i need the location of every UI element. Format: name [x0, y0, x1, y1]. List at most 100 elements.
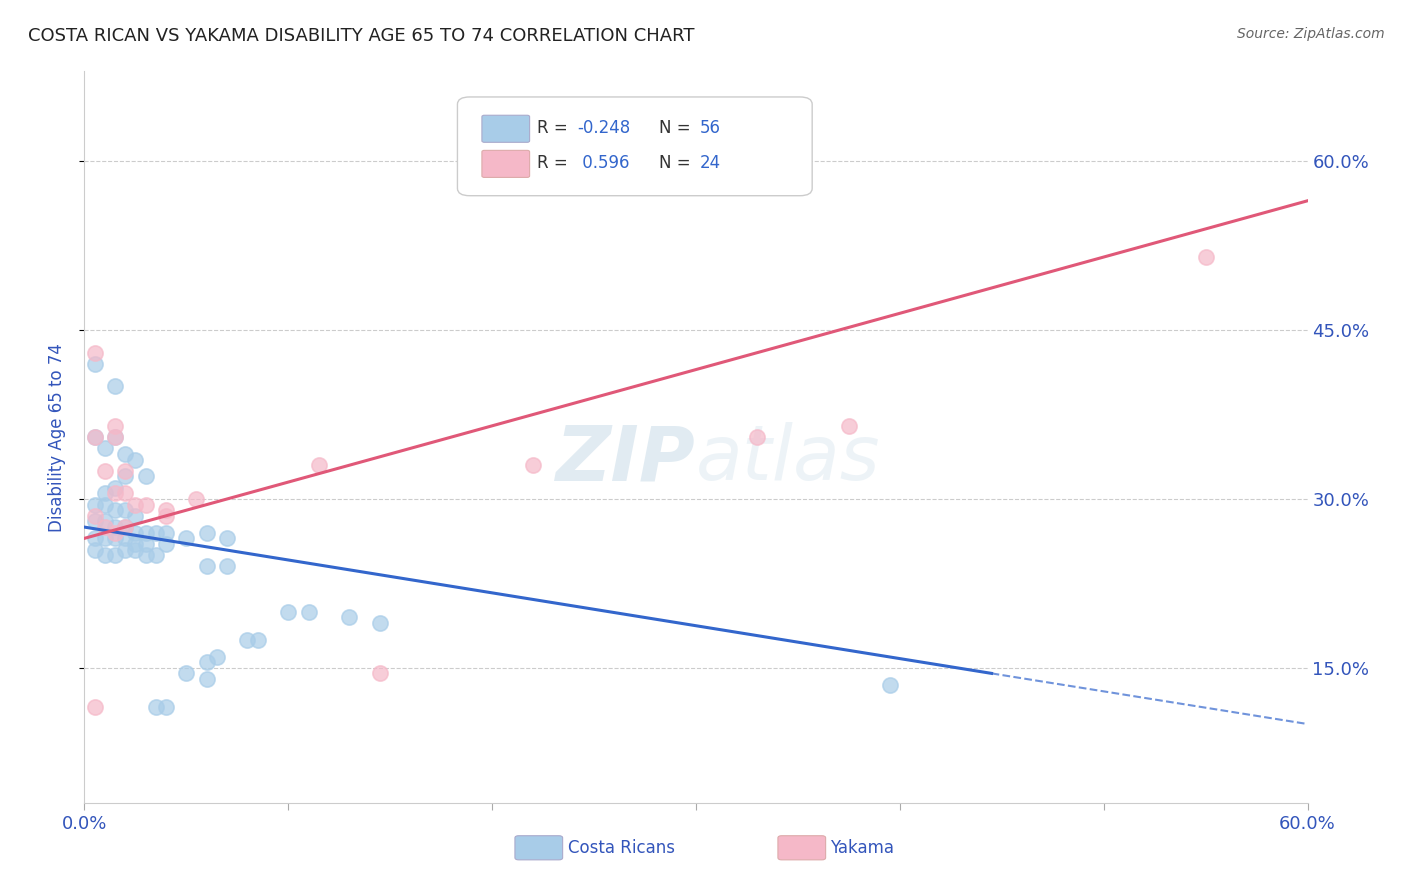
Point	[135, 469, 157, 483]
Point	[195, 559, 218, 574]
Point	[114, 469, 136, 483]
Point	[155, 503, 177, 517]
Text: Source: ZipAtlas.com: Source: ZipAtlas.com	[1237, 27, 1385, 41]
Point	[104, 532, 127, 546]
Point	[114, 486, 136, 500]
Point	[83, 515, 105, 529]
Point	[135, 498, 157, 512]
Text: ZIP: ZIP	[557, 422, 696, 496]
Point	[104, 486, 127, 500]
Text: 0.596: 0.596	[578, 153, 630, 172]
Point	[308, 458, 330, 473]
Point	[93, 486, 115, 500]
Point	[114, 532, 136, 546]
FancyBboxPatch shape	[457, 97, 813, 195]
Point	[195, 525, 218, 540]
Point	[114, 503, 136, 517]
FancyBboxPatch shape	[778, 836, 825, 860]
Point	[83, 700, 105, 714]
Point	[114, 520, 136, 534]
Point	[838, 418, 860, 433]
Point	[114, 542, 136, 557]
Point	[104, 503, 127, 517]
Point	[83, 357, 105, 371]
Point	[339, 610, 361, 624]
Point	[298, 605, 321, 619]
Text: Yakama: Yakama	[831, 839, 894, 857]
Point	[83, 498, 105, 512]
Point	[205, 649, 228, 664]
Point	[104, 379, 127, 393]
Text: 56: 56	[700, 120, 721, 137]
Point	[93, 532, 115, 546]
Point	[368, 615, 391, 630]
Point	[217, 559, 239, 574]
Point	[195, 672, 218, 686]
Point	[155, 508, 177, 523]
Point	[124, 508, 146, 523]
Point	[83, 345, 105, 359]
Point	[135, 525, 157, 540]
Text: COSTA RICAN VS YAKAMA DISABILITY AGE 65 TO 74 CORRELATION CHART: COSTA RICAN VS YAKAMA DISABILITY AGE 65 …	[28, 27, 695, 45]
Point	[174, 532, 197, 546]
Point	[104, 430, 127, 444]
Point	[879, 678, 901, 692]
Point	[186, 491, 208, 506]
Point	[114, 520, 136, 534]
Y-axis label: Disability Age 65 to 74: Disability Age 65 to 74	[48, 343, 66, 532]
Point	[145, 700, 167, 714]
Point	[104, 430, 127, 444]
Point	[114, 447, 136, 461]
Point	[104, 525, 127, 540]
Point	[195, 655, 218, 669]
Point	[277, 605, 299, 619]
Text: -0.248: -0.248	[578, 120, 630, 137]
Point	[104, 520, 127, 534]
Point	[93, 442, 115, 456]
Point	[124, 537, 146, 551]
Point	[93, 515, 115, 529]
Point	[174, 666, 197, 681]
Point	[135, 548, 157, 562]
Point	[1195, 250, 1218, 264]
Point	[124, 452, 146, 467]
Point	[155, 525, 177, 540]
Point	[368, 666, 391, 681]
Point	[104, 548, 127, 562]
Text: 24: 24	[700, 153, 721, 172]
Point	[93, 520, 115, 534]
Point	[83, 542, 105, 557]
Point	[522, 458, 544, 473]
Point	[747, 430, 769, 444]
Point	[217, 532, 239, 546]
Point	[114, 464, 136, 478]
Point	[246, 632, 269, 647]
Text: atlas: atlas	[696, 422, 880, 496]
Point	[93, 548, 115, 562]
Text: Costa Ricans: Costa Ricans	[568, 839, 675, 857]
Point	[93, 498, 115, 512]
Point	[104, 481, 127, 495]
Point	[124, 542, 146, 557]
Text: R =: R =	[537, 120, 574, 137]
Point	[145, 548, 167, 562]
Text: R =: R =	[537, 153, 574, 172]
Point	[83, 430, 105, 444]
Point	[135, 537, 157, 551]
FancyBboxPatch shape	[482, 151, 530, 178]
Point	[93, 464, 115, 478]
Point	[124, 525, 146, 540]
Point	[236, 632, 259, 647]
Point	[145, 525, 167, 540]
Point	[124, 498, 146, 512]
Point	[155, 537, 177, 551]
FancyBboxPatch shape	[482, 115, 530, 143]
FancyBboxPatch shape	[515, 836, 562, 860]
Text: N =: N =	[659, 153, 696, 172]
Point	[83, 430, 105, 444]
Point	[83, 532, 105, 546]
Point	[155, 700, 177, 714]
Point	[83, 508, 105, 523]
Text: N =: N =	[659, 120, 696, 137]
Point	[104, 418, 127, 433]
